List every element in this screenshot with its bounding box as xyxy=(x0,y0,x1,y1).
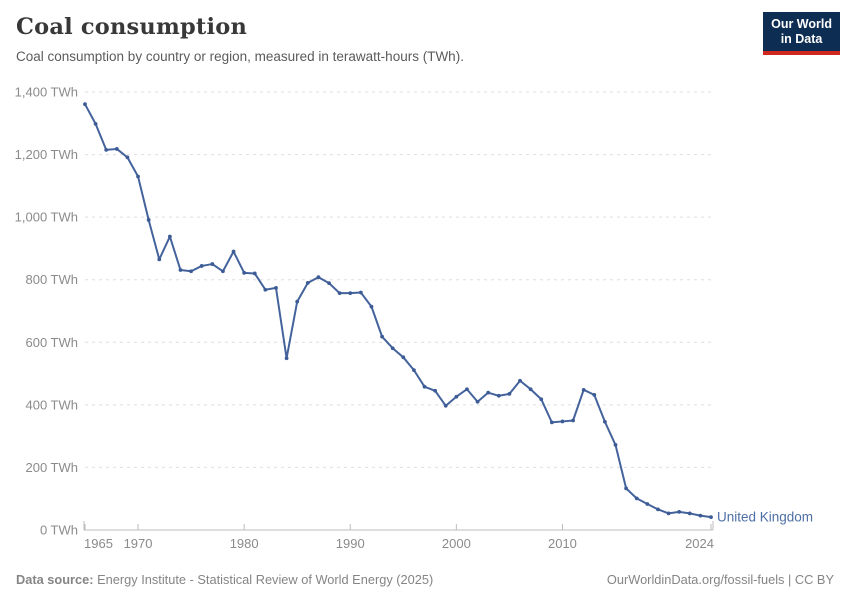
data-point[interactable] xyxy=(624,486,629,491)
y-tick-label: 800 TWh xyxy=(25,272,78,287)
data-point[interactable] xyxy=(475,399,480,404)
data-point[interactable] xyxy=(93,122,98,126)
data-point[interactable] xyxy=(602,419,607,424)
page-title: Coal consumption xyxy=(16,14,248,40)
data-point[interactable] xyxy=(390,346,395,351)
data-point[interactable] xyxy=(358,290,363,295)
data-point[interactable] xyxy=(677,509,682,514)
data-point[interactable] xyxy=(613,443,618,447)
data-point[interactable] xyxy=(709,515,713,520)
data-point[interactable] xyxy=(252,271,257,276)
data-point[interactable] xyxy=(496,393,501,398)
data-point[interactable] xyxy=(645,502,650,506)
data-point[interactable] xyxy=(295,299,300,304)
data-point[interactable] xyxy=(592,392,597,397)
data-point[interactable] xyxy=(560,419,565,424)
x-tick-label: 2024 xyxy=(685,536,714,551)
x-tick-label: 1965 xyxy=(84,536,113,551)
chart-header: Coal consumption Coal consumption by cou… xyxy=(16,14,760,64)
data-point[interactable] xyxy=(125,155,130,160)
data-point[interactable] xyxy=(666,511,671,516)
data-point[interactable] xyxy=(274,285,278,290)
data-point[interactable] xyxy=(698,513,703,518)
chart-subtitle: Coal consumption by country or region, m… xyxy=(16,49,464,64)
y-tick-label: 400 TWh xyxy=(25,397,78,412)
data-point[interactable] xyxy=(433,388,438,393)
data-point[interactable] xyxy=(337,291,342,296)
data-source-label: Data source: xyxy=(16,572,94,587)
data-point[interactable] xyxy=(305,280,310,285)
y-tick-label: 1,000 TWh xyxy=(15,210,78,225)
owid-logo: Our World in Data xyxy=(763,12,840,55)
x-tick-label: 1970 xyxy=(124,536,153,551)
x-tick-label: 1990 xyxy=(336,536,365,551)
data-point[interactable] xyxy=(422,384,427,389)
data-source-text: Energy Institute - Statistical Review of… xyxy=(97,572,434,587)
data-point[interactable] xyxy=(221,269,225,274)
data-point[interactable] xyxy=(656,507,660,512)
data-point[interactable] xyxy=(189,269,194,274)
data-point[interactable] xyxy=(486,390,491,395)
data-point[interactable] xyxy=(327,281,331,286)
data-point[interactable] xyxy=(157,257,162,262)
data-point[interactable] xyxy=(401,355,406,360)
data-point[interactable] xyxy=(83,102,87,107)
data-point[interactable] xyxy=(146,218,151,222)
footer-credit-link[interactable]: OurWorldinData.org/fossil-fuels | CC BY xyxy=(606,572,834,587)
x-tick-label: 2010 xyxy=(548,536,577,551)
data-point[interactable] xyxy=(465,387,469,392)
data-point[interactable] xyxy=(549,420,554,425)
data-point[interactable] xyxy=(114,147,119,151)
data-point[interactable] xyxy=(316,275,321,280)
data-point[interactable] xyxy=(369,304,374,309)
data-point[interactable] xyxy=(104,147,109,152)
data-point[interactable] xyxy=(634,496,639,501)
data-point[interactable] xyxy=(380,334,384,339)
data-point[interactable] xyxy=(178,268,183,272)
data-point[interactable] xyxy=(581,387,586,392)
data-point[interactable] xyxy=(167,234,172,239)
owid-logo-line2: in Data xyxy=(780,32,823,47)
data-point[interactable] xyxy=(507,392,512,396)
data-point[interactable] xyxy=(284,356,289,361)
data-point[interactable] xyxy=(348,291,353,296)
y-tick-label: 600 TWh xyxy=(25,335,78,350)
data-point[interactable] xyxy=(687,511,692,516)
data-point[interactable] xyxy=(231,249,236,254)
y-tick-label: 200 TWh xyxy=(25,460,78,475)
x-tick-label: 2000 xyxy=(442,536,471,551)
y-tick-label: 1,200 TWh xyxy=(15,147,78,162)
owid-logo-line1: Our World xyxy=(771,17,832,31)
data-point[interactable] xyxy=(528,387,533,392)
data-point[interactable] xyxy=(263,287,268,292)
data-point[interactable] xyxy=(210,262,215,266)
y-tick-label: 1,400 TWh xyxy=(15,85,78,100)
chart-footer: Data source: Energy Institute - Statisti… xyxy=(16,572,834,587)
data-point[interactable] xyxy=(136,174,140,179)
data-point[interactable] xyxy=(518,378,522,383)
data-point[interactable] xyxy=(242,270,247,275)
y-tick-label: 0 TWh xyxy=(40,523,78,538)
data-point[interactable] xyxy=(443,403,448,408)
data-point[interactable] xyxy=(539,397,544,402)
data-point[interactable] xyxy=(199,264,204,268)
data-point[interactable] xyxy=(571,418,575,423)
data-point[interactable] xyxy=(412,368,416,373)
data-line[interactable] xyxy=(84,103,712,519)
entity-label[interactable]: United Kingdom xyxy=(717,510,813,525)
data-point[interactable] xyxy=(454,394,459,399)
x-tick-label: 1980 xyxy=(230,536,259,551)
data-source: Data source: Energy Institute - Statisti… xyxy=(16,572,433,587)
